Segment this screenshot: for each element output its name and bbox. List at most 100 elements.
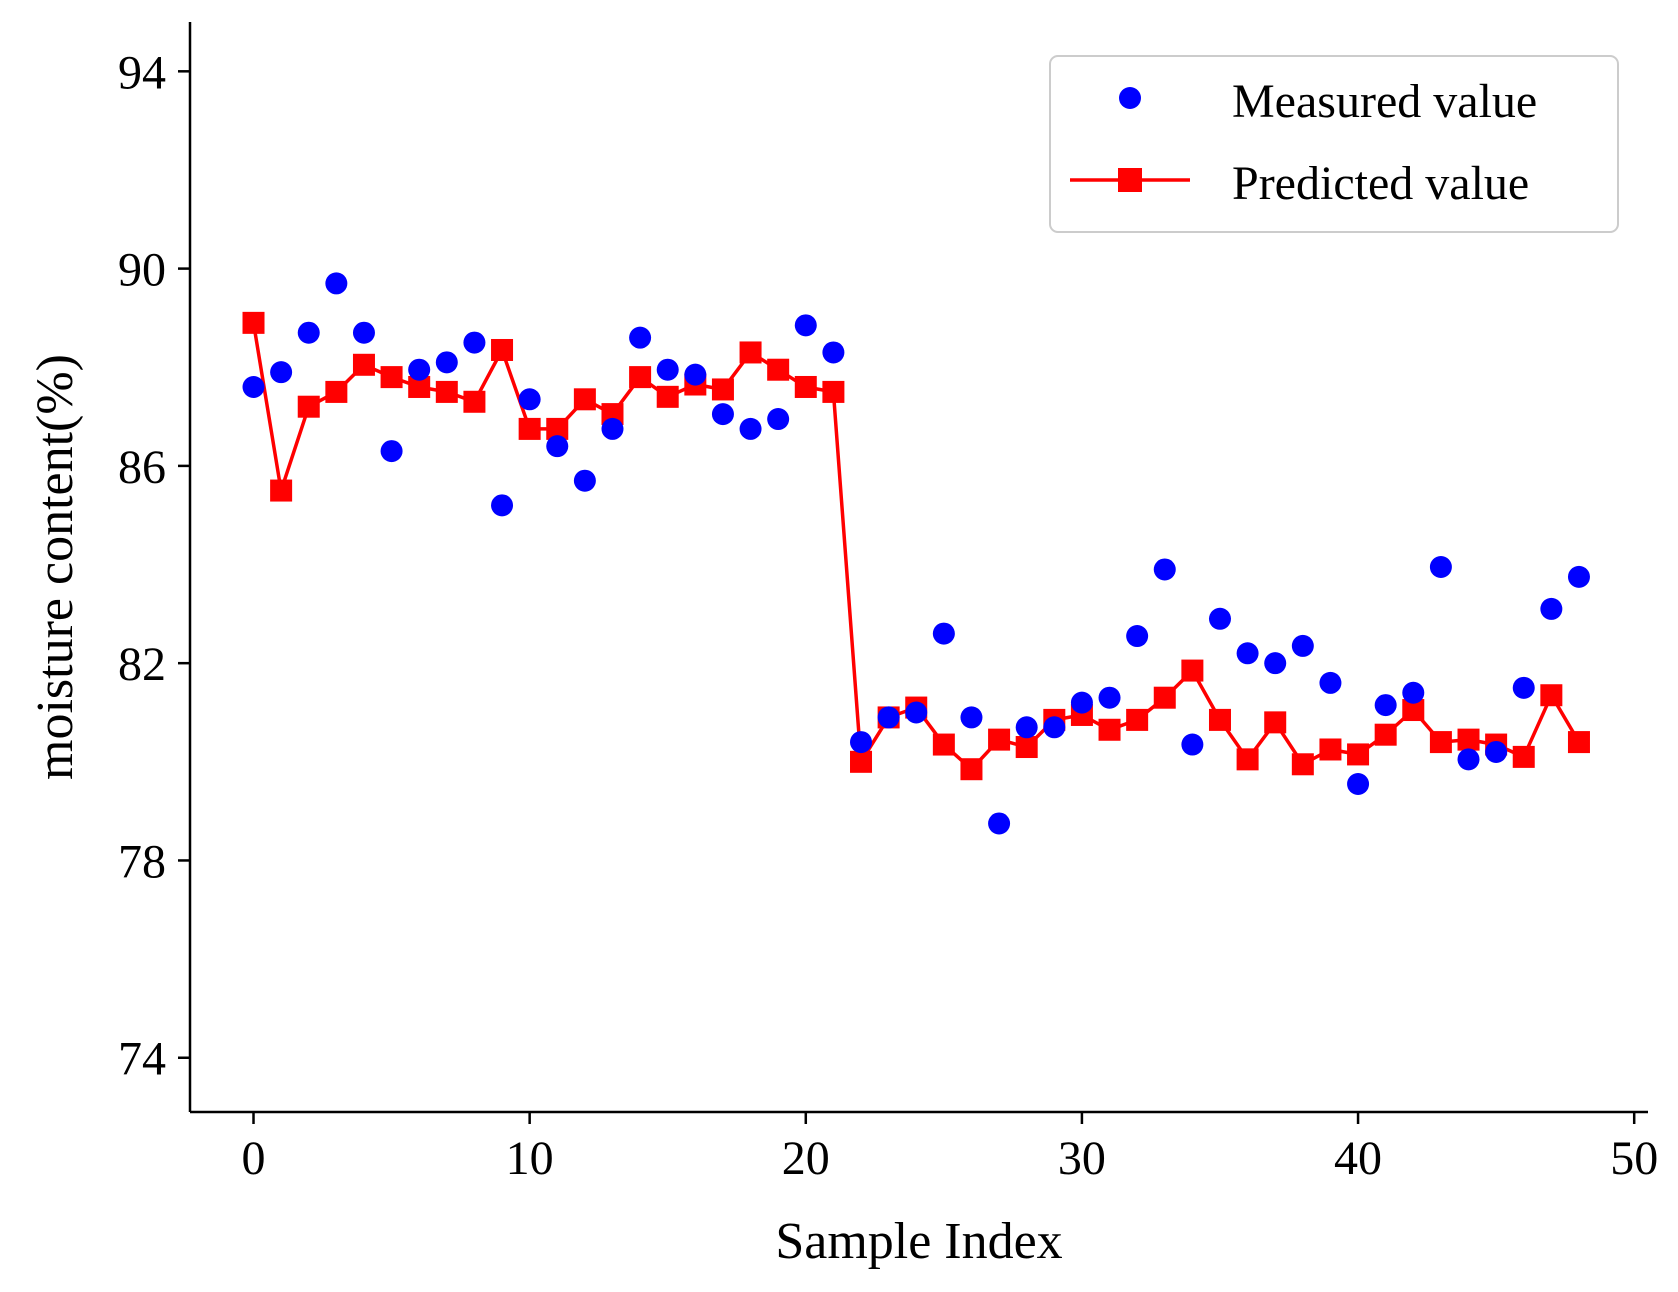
predicted-point xyxy=(1374,723,1397,746)
measured-point xyxy=(656,358,679,381)
legend-measured-label: Measured value xyxy=(1232,75,1537,128)
measured-point xyxy=(988,812,1011,835)
measured-point xyxy=(767,408,790,431)
axes xyxy=(188,22,1648,1114)
predicted-point xyxy=(1429,731,1452,754)
measured-point xyxy=(822,341,845,364)
x-axis-title: Sample Index xyxy=(775,1213,1062,1270)
y-tick-label: 78 xyxy=(118,835,166,888)
x-tick-label: 50 xyxy=(1610,1132,1658,1185)
x-ticks: 0 10 20 30 40 50 xyxy=(242,1112,1658,1185)
measured-point xyxy=(739,417,762,440)
measured-point xyxy=(463,331,486,354)
x-tick-label: 20 xyxy=(782,1132,830,1185)
measured-point xyxy=(297,321,320,344)
measured-point xyxy=(905,701,928,724)
measured-point xyxy=(242,375,265,398)
legend-measured-marker xyxy=(1119,87,1141,109)
measured-point xyxy=(546,435,569,458)
predicted-point xyxy=(1153,686,1176,709)
predicted-point xyxy=(1236,748,1259,771)
predicted-point xyxy=(794,375,817,398)
measured-point xyxy=(1457,748,1480,771)
measured-point xyxy=(960,706,983,729)
measured-point xyxy=(932,622,955,645)
predicted-point xyxy=(960,758,983,781)
measured-point xyxy=(1485,740,1508,763)
predicted-point xyxy=(1264,711,1287,734)
measured-point xyxy=(629,326,652,349)
predicted-point xyxy=(988,728,1011,751)
y-tick-label: 94 xyxy=(118,46,166,99)
measured-point xyxy=(1374,694,1397,717)
measured-point xyxy=(684,363,707,386)
measured-point xyxy=(573,469,596,492)
y-ticks: 74 78 82 86 90 94 xyxy=(118,46,190,1086)
predicted-point xyxy=(1015,736,1038,759)
predicted-point xyxy=(1208,708,1231,731)
predicted-point xyxy=(1457,728,1480,751)
measured-point xyxy=(1291,634,1314,657)
legend: Measured value Predicted value xyxy=(1049,55,1619,233)
measured-point xyxy=(325,272,348,295)
x-tick-label: 0 xyxy=(242,1132,266,1185)
predicted-point xyxy=(656,385,679,408)
predicted-point xyxy=(325,380,348,403)
measured-point xyxy=(1015,716,1038,739)
x-tick-label: 10 xyxy=(506,1132,554,1185)
measured-point xyxy=(435,351,458,374)
measured-point xyxy=(601,417,624,440)
measured-point xyxy=(491,494,514,517)
measured-point xyxy=(1208,607,1231,630)
measured-point xyxy=(1567,565,1590,588)
x-tick-label: 30 xyxy=(1058,1132,1106,1185)
predicted-point xyxy=(932,733,955,756)
measured-point xyxy=(1512,676,1535,699)
measured-point xyxy=(1540,597,1563,620)
predicted-point xyxy=(380,366,403,389)
predicted-point xyxy=(1098,718,1121,741)
predicted-point xyxy=(1540,684,1563,707)
measured-point xyxy=(1070,691,1093,714)
measured-point xyxy=(1319,671,1342,694)
predicted-point xyxy=(463,390,486,413)
measured-point xyxy=(1043,716,1066,739)
predicted-point xyxy=(739,341,762,364)
predicted-point xyxy=(822,380,845,403)
measured-point xyxy=(1153,558,1176,581)
measured-point xyxy=(1402,681,1425,704)
measured-point xyxy=(1181,733,1204,756)
predicted-point xyxy=(435,380,458,403)
measured-point xyxy=(1347,773,1370,796)
y-tick-label: 90 xyxy=(118,244,166,297)
measured-point xyxy=(518,388,541,411)
measured-point xyxy=(711,403,734,426)
predicted-point xyxy=(1126,708,1149,731)
predicted-point xyxy=(408,375,431,398)
predicted-point xyxy=(518,417,541,440)
x-tick-label: 40 xyxy=(1334,1132,1382,1185)
y-axis-title: moisture content(%) xyxy=(27,354,84,780)
measured-point xyxy=(850,731,873,754)
predicted-point xyxy=(1319,738,1342,761)
predicted-point xyxy=(491,338,514,361)
legend-predicted-marker xyxy=(1118,168,1142,192)
predicted-point xyxy=(1181,659,1204,682)
predicted-point xyxy=(1402,699,1425,722)
y-tick-label: 74 xyxy=(118,1033,166,1086)
predicted-point xyxy=(629,366,652,389)
predicted-point xyxy=(711,378,734,401)
measured-point xyxy=(877,706,900,729)
predicted-point xyxy=(850,750,873,773)
predicted-point xyxy=(546,417,569,440)
measured-series xyxy=(242,272,1590,835)
measured-point xyxy=(1126,625,1149,648)
predicted-point xyxy=(1291,753,1314,776)
measured-point xyxy=(408,358,431,381)
legend-predicted-label: Predicted value xyxy=(1232,157,1529,210)
y-tick-label: 82 xyxy=(118,638,166,691)
measured-point xyxy=(1236,642,1259,665)
measured-point xyxy=(380,440,403,463)
predicted-point xyxy=(573,388,596,411)
